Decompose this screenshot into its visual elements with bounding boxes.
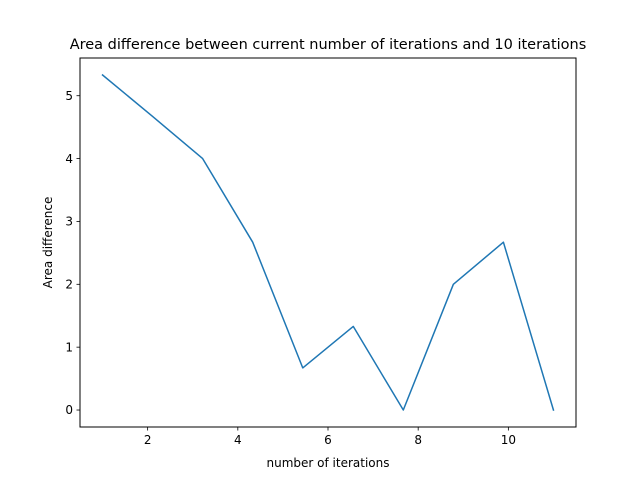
y-axis-label: Area difference [41, 197, 55, 289]
x-tick-label: 10 [501, 433, 516, 447]
y-tick-label: 4 [65, 152, 73, 166]
y-tick-label: 5 [65, 89, 73, 103]
y-tick-label: 0 [65, 403, 73, 417]
y-tick-label: 1 [65, 340, 73, 354]
x-tick-label: 2 [144, 433, 152, 447]
y-axis-ticks: 0 1 2 3 4 5 [65, 89, 80, 417]
x-axis-label: number of iterations [267, 456, 390, 470]
plot-frame [79, 57, 577, 428]
x-tick-label: 6 [324, 433, 332, 447]
chart-title: Area difference between current number o… [70, 37, 587, 53]
x-tick-label: 4 [234, 433, 242, 447]
plot-area [80, 58, 576, 427]
y-tick-label: 2 [65, 278, 73, 292]
x-tick-label: 8 [414, 433, 422, 447]
data-series-line [101, 73, 555, 411]
series-layer [101, 73, 555, 411]
x-axis-ticks: 2 4 6 8 10 [144, 427, 516, 447]
y-tick-label: 3 [65, 215, 73, 229]
